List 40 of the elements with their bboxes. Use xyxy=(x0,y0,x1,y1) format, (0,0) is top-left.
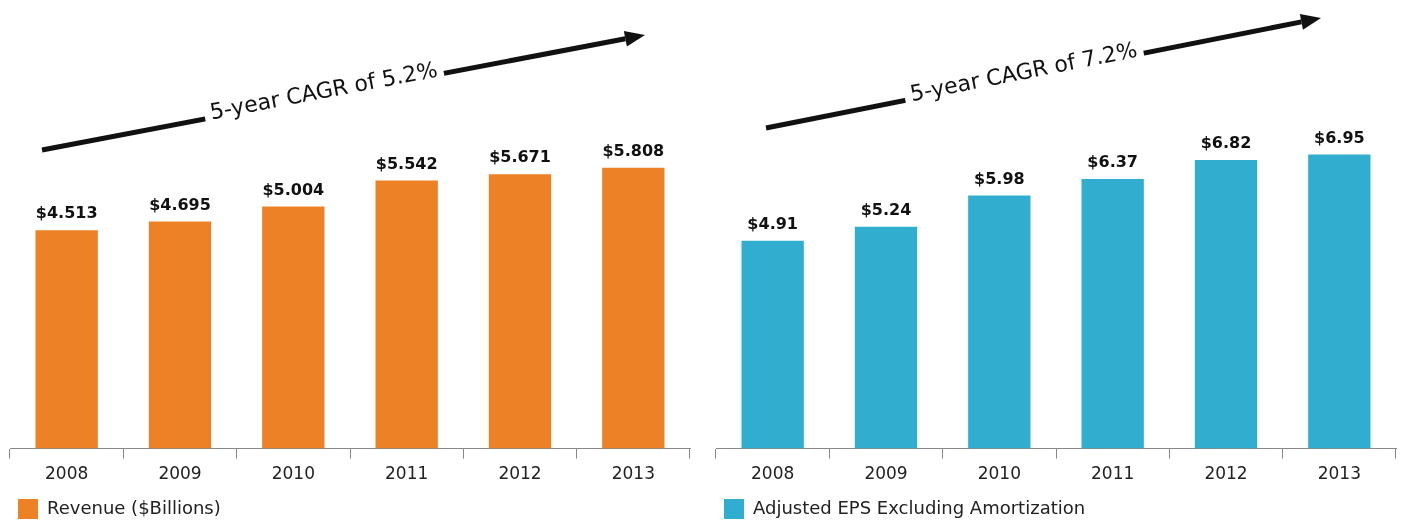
bar xyxy=(1194,159,1258,449)
data-label: $5.542 xyxy=(375,153,438,173)
bar xyxy=(602,167,665,449)
bar xyxy=(968,195,1031,449)
bar xyxy=(1081,178,1144,449)
x-tick-label: 2009 xyxy=(864,463,908,484)
data-label: $5.671 xyxy=(489,147,551,167)
data-label: $4.91 xyxy=(747,213,798,233)
x-tick-label: 2008 xyxy=(45,463,89,484)
x-tick-label: 2012 xyxy=(1204,463,1248,484)
bar xyxy=(741,240,804,449)
x-tick-label: 2010 xyxy=(271,463,315,484)
data-label: $6.95 xyxy=(1314,127,1365,147)
legend-label: Revenue ($Billions) xyxy=(47,496,221,518)
data-label: $5.98 xyxy=(974,168,1025,188)
x-tick-label: 2013 xyxy=(1317,463,1361,484)
data-label: $5.24 xyxy=(860,199,912,219)
bar xyxy=(488,174,552,449)
text: 5-year CAGR of 7.2% xyxy=(901,35,1146,107)
data-label: $4.513 xyxy=(35,203,98,223)
x-tick-label: 2009 xyxy=(158,463,202,484)
bar xyxy=(262,206,325,449)
x-tick-label: 2010 xyxy=(977,463,1021,484)
x-tick-label: 2008 xyxy=(751,463,795,484)
x-tick-label: 2012 xyxy=(498,463,542,484)
data-label: $5.808 xyxy=(602,140,665,160)
legend-label: Adjusted EPS Excluding Amortization xyxy=(753,496,1086,518)
data-label: $4.695 xyxy=(149,194,211,214)
bar xyxy=(854,226,918,449)
text: 5-year CAGR of 5.2% xyxy=(201,55,446,126)
data-label: $6.37 xyxy=(1087,152,1138,172)
x-tick-label: 2013 xyxy=(611,463,655,484)
x-tick-label: 2011 xyxy=(385,463,429,484)
bar xyxy=(375,180,438,449)
data-label: $6.82 xyxy=(1200,133,1252,153)
x-tick-label: 2011 xyxy=(1091,463,1135,484)
bar xyxy=(1308,154,1371,449)
bar xyxy=(35,230,98,449)
data-label: $5.004 xyxy=(262,179,325,199)
bar xyxy=(148,221,212,449)
